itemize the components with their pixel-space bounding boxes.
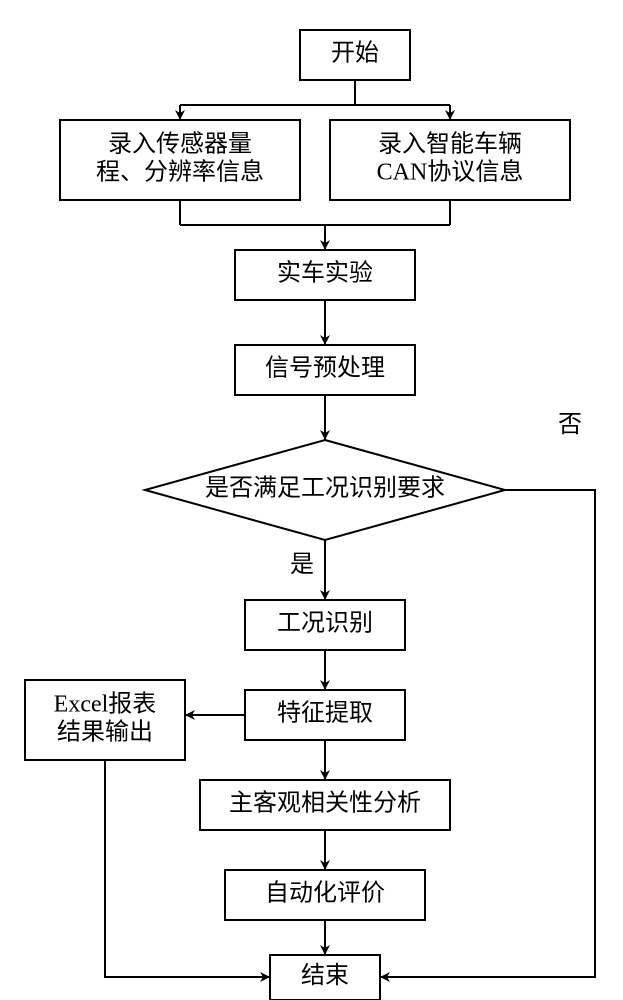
node-label-preprocess-0: 信号预处理	[265, 355, 385, 382]
node-label-correlation-0: 主客观相关性分析	[229, 790, 421, 817]
node-label-can-1: CAN协议信息	[377, 159, 524, 186]
node-label-end-0: 结束	[301, 962, 349, 989]
node-label-decision-0: 是否满足工况识别要求	[205, 475, 445, 502]
node-label-excel-0: Excel报表	[54, 691, 157, 718]
edge-label: 否	[558, 412, 582, 438]
node-label-start-0: 开始	[331, 40, 379, 67]
flowchart-diagram: 开始录入传感器量程、分辨率信息 录入智能车辆CAN协议信息实车实验信号预处理是否满…	[0, 0, 623, 1000]
node-label-sensor-0: 录入传感器量	[108, 131, 252, 158]
node-label-feature-0: 特征提取	[277, 700, 373, 727]
node-label-autoeval-0: 自动化评价	[265, 880, 385, 907]
edge-label: 是	[290, 552, 314, 578]
node-label-can-0: 录入智能车辆	[378, 131, 522, 158]
node-label-realcar-0: 实车实验	[277, 260, 373, 287]
node-label-sensor-1: 程、分辨率信息	[96, 159, 264, 186]
node-label-excel-1: 结果输出	[57, 719, 153, 746]
node-label-recognition-0: 工况识别	[277, 610, 373, 637]
